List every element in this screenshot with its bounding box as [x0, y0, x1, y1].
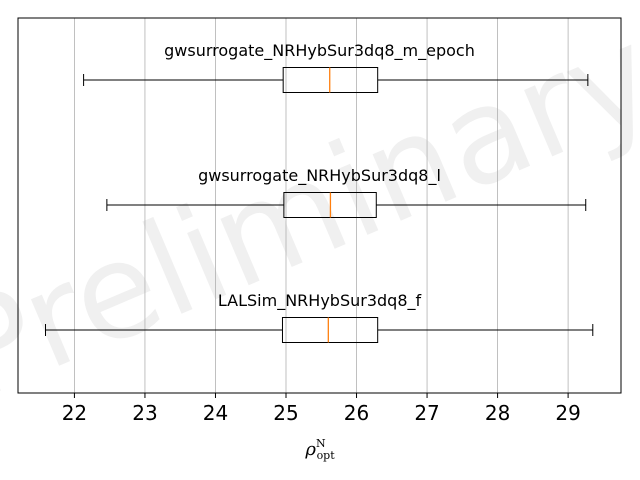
tick-label-24: 24: [203, 401, 228, 425]
tick-label-27: 27: [414, 401, 439, 425]
tick-label-28: 28: [485, 401, 510, 425]
boxes-group: gwsurrogate_NRHybSur3dq8_m_epoch gwsurrog…: [45, 41, 594, 343]
iqr-box: [282, 67, 379, 93]
plot-frame: [17, 17, 622, 394]
x-axis-label-subscript: opt: [317, 449, 336, 462]
box-series-1: gwsurrogate_NRHybSur3dq8_l: [106, 166, 587, 218]
watermark-text: Preliminary: [0, 0, 640, 430]
series-label-1: gwsurrogate_NRHybSur3dq8_l: [198, 166, 441, 186]
tick-label-23: 23: [132, 401, 157, 425]
x-axis-label-superscript: N: [316, 437, 326, 450]
tick-label-25: 25: [273, 401, 298, 425]
x-axis-ticks: 22 23 24 25 26 27 28 29: [62, 393, 581, 425]
tick-label-22: 22: [62, 401, 87, 425]
series-label-0: gwsurrogate_NRHybSur3dq8_m_epoch: [164, 41, 475, 61]
tick-label-29: 29: [555, 401, 580, 425]
box-series-2: LALSim_NRHybSur3dq8_f: [45, 291, 594, 343]
x-axis-label-symbol: ρ: [304, 439, 316, 460]
tick-label-26: 26: [344, 401, 369, 425]
iqr-box: [281, 317, 379, 343]
box-series-0: gwsurrogate_NRHybSur3dq8_m_epoch: [83, 41, 589, 93]
x-axis-label: ρN opt: [304, 437, 335, 462]
series-label-2: LALSim_NRHybSur3dq8_f: [218, 291, 422, 311]
